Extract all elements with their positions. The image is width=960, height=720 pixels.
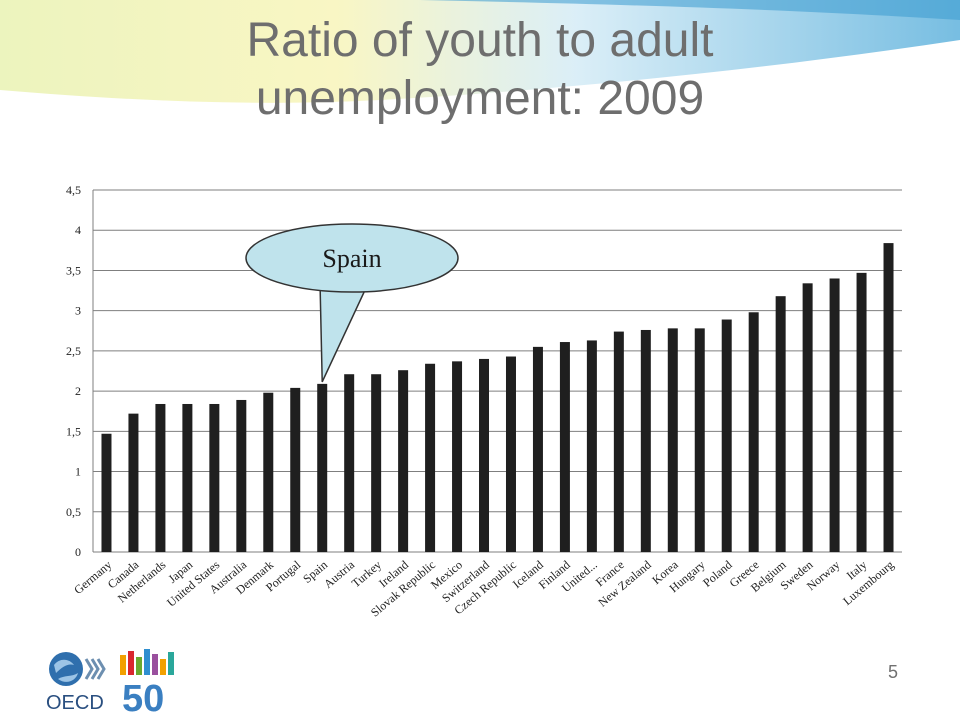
bar-sweden	[802, 283, 813, 552]
callout-bubble	[245, 223, 459, 293]
bar-norway	[829, 278, 840, 552]
bar-italy	[856, 272, 867, 552]
bar-germany	[101, 433, 112, 552]
callout-pointer	[319, 281, 368, 383]
bar-hungary	[694, 328, 705, 552]
bar-luxembourg	[883, 243, 894, 553]
bar-united-states	[209, 403, 220, 552]
x-tick-label: Turkey	[349, 558, 384, 591]
bar-new-zealand	[640, 329, 651, 552]
bar-ireland	[398, 370, 409, 552]
y-tick-label: 3,5	[66, 263, 81, 277]
bar-finland	[559, 342, 570, 552]
bar-czech-republic	[505, 356, 516, 552]
bar-portugal	[290, 387, 301, 552]
x-tick-label: Austria	[321, 557, 358, 591]
bar-canada	[128, 413, 139, 552]
fifty-text: 50	[122, 678, 164, 715]
bar-austria	[344, 374, 355, 552]
bar-australia	[236, 399, 247, 552]
y-tick-label: 2	[75, 384, 81, 398]
x-tick-label: Luxembourg	[840, 558, 896, 608]
background-swoosh	[0, 0, 960, 103]
bar-united	[586, 340, 597, 552]
y-axis-ticks: 0 0,5 1 1,5 2 2,5 3 3,5 4 4,5	[66, 183, 81, 559]
fifty-anniversary-mark: 50	[120, 649, 174, 715]
x-tick-label: Poland	[700, 558, 735, 590]
y-tick-label: 1,5	[66, 424, 81, 438]
bar-switzerland	[479, 358, 490, 552]
oecd-logo-text: OECD	[46, 692, 104, 714]
y-tick-label: 0	[75, 545, 81, 559]
bar-netherlands	[155, 403, 166, 552]
page-number: 5	[888, 662, 899, 682]
bar-france	[613, 331, 624, 552]
callout-seam	[322, 280, 364, 288]
gridlines	[92, 189, 902, 553]
callout-label: Spain	[322, 244, 381, 273]
bar-korea	[667, 328, 678, 552]
y-tick-label: 0,5	[66, 505, 81, 519]
bar-denmark	[263, 392, 274, 552]
bar-spain	[317, 383, 328, 552]
bar-greece	[748, 312, 759, 552]
bars	[101, 243, 894, 553]
bar-japan	[182, 403, 193, 552]
y-tick-label: 2,5	[66, 344, 81, 358]
bar-poland	[721, 319, 732, 552]
slide-title: Ratio of youth to adult unemployment: 20…	[246, 14, 714, 125]
bar-slovak-republic	[425, 363, 436, 552]
spain-callout: Spain	[245, 223, 459, 383]
y-tick-label: 4,5	[66, 183, 81, 197]
bar-turkey	[371, 374, 382, 552]
bar-belgium	[775, 296, 786, 552]
bar-iceland	[532, 346, 543, 552]
y-tick-label: 4	[75, 223, 81, 237]
y-tick-label: 3	[75, 304, 81, 318]
bar-mexico	[452, 361, 463, 552]
oecd-logo: OECD 50	[46, 649, 174, 715]
y-tick-label: 1	[75, 465, 81, 479]
